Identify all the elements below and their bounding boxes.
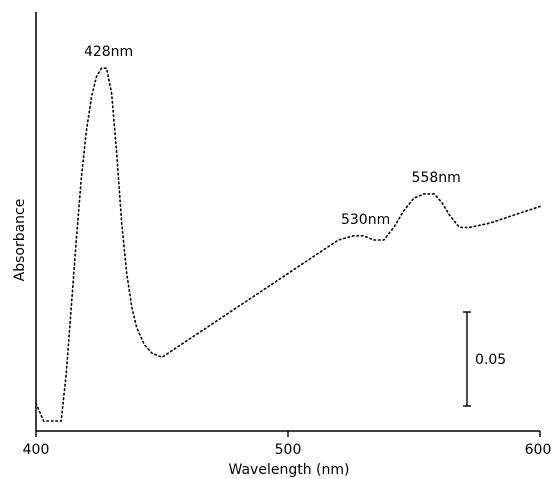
- x-axis-tick-labels: 400 500 600: [23, 442, 552, 458]
- x-tick-label-500: 500: [275, 442, 302, 458]
- peak-label-530: 530nm: [341, 212, 390, 228]
- absorbance-scale-bar: 0.05: [463, 311, 506, 407]
- peak-label-428: 428nm: [84, 44, 133, 60]
- spectrum-line: [35, 67, 541, 422]
- peak-annotations: 428nm 530nm 558nm: [84, 44, 461, 228]
- x-axis-ticks: [35, 431, 541, 437]
- x-tick-label-400: 400: [23, 442, 50, 458]
- x-axis-label: Wavelength (nm): [229, 462, 350, 478]
- x-tick-label-600: 600: [525, 442, 552, 458]
- peak-label-558: 558nm: [412, 170, 461, 186]
- scale-bar-label: 0.05: [475, 352, 506, 368]
- y-axis-label: Absorbance: [12, 199, 28, 282]
